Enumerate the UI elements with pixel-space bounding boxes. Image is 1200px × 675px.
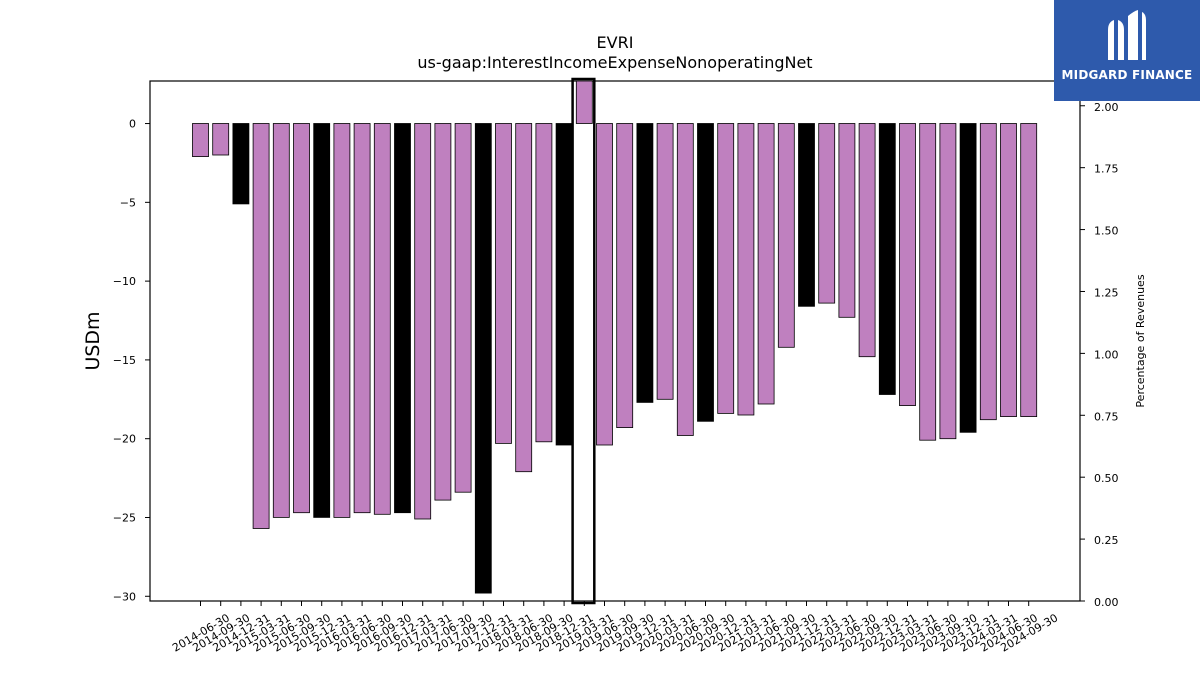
bar-2020-12-31 [717,123,735,414]
bar-2023-12-31 [959,123,977,433]
bar-2021-09-30 [777,123,795,348]
brand-logo: MIDGARD FINANCE [1054,0,1200,101]
bar-2022-12-31 [878,123,896,395]
bar-2023-03-31 [899,123,916,407]
logo-mark-icon [1108,10,1146,60]
bar-2019-06-30 [596,123,613,446]
y-axis-label: USDm [82,311,104,370]
bar-2019-03-31 [575,80,593,124]
bar-2014-12-31 [232,123,250,205]
bar-2016-06-30 [353,123,371,514]
highlight-box [571,77,596,605]
y2-tick-label: 0.75 [1094,410,1119,423]
bar-2015-09-30 [293,123,310,514]
y-tick-label: −10 [113,275,136,288]
bar-2018-12-31 [555,123,573,446]
y2-tick-label: 1.75 [1094,163,1119,176]
y-tick-label: −20 [113,433,136,446]
bar-2022-06-30 [838,123,856,318]
bar-2015-06-30 [272,123,290,518]
x-axis: 2014-06-302014-09-302014-12-312015-03-31… [170,601,1060,655]
bar-2015-03-31 [252,123,270,529]
y-axis-right: 0.00 0.25 0.50 0.75 1.00 1.25 1.50 1.75 2.00 [1080,101,1119,609]
bar-2019-12-31 [636,123,654,403]
chart-title: EVRI [597,33,634,52]
y-tick-label: −30 [113,590,136,603]
y2-tick-label: 0.25 [1094,534,1119,547]
bar-2017-12-31 [474,123,492,594]
y-tick-label: −5 [120,196,136,209]
bar-2024-06-30 [1000,123,1017,418]
bar-2020-09-30 [697,123,714,422]
bar-2024-03-31 [979,123,997,421]
bar-2021-03-31 [737,123,755,416]
bar-2016-03-31 [333,123,351,518]
bar-2024-09-30 [1020,123,1038,418]
bar-2015-12-31 [313,123,331,518]
bar-2018-09-30 [535,123,553,443]
bar-2017-09-30 [454,123,472,493]
y2-tick-label: 2.00 [1094,101,1119,114]
y2-tick-label: 1.50 [1094,225,1119,238]
chart-subtitle: us-gaap:InterestIncomeExpenseNonoperatin… [417,53,812,72]
bars [192,80,1038,594]
y2-tick-label: 1.25 [1094,286,1119,299]
bar-2022-03-31 [818,123,836,304]
bar-2016-09-30 [373,123,391,515]
bar-2014-09-30 [212,123,230,156]
bar-2020-06-30 [676,123,694,436]
bar-2018-06-30 [515,123,533,473]
bar-2021-06-30 [757,123,775,405]
bar-2021-12-31 [798,123,815,307]
y2-axis-label: Percentage of Revenues [1134,274,1147,407]
bar-2017-06-30 [434,123,452,501]
bar-2019-09-30 [616,123,634,429]
highlight-frame [571,77,596,605]
y-tick-label: −15 [113,354,136,367]
bar-2022-09-30 [858,123,876,358]
logo-text: MIDGARD FINANCE [1061,68,1193,82]
plot-frame [149,80,1081,602]
y2-tick-label: 0.50 [1094,472,1119,485]
y-axis-left: 0 −5 −10 −15 −20 −25 −30 [113,118,150,603]
bar-2018-03-31 [495,123,512,444]
y2-tick-label: 0.00 [1094,596,1119,609]
chart-titles: EVRI us-gaap:InterestIncomeExpenseNonope… [417,33,812,72]
y-tick-label: 0 [129,118,136,131]
bar-2016-12-31 [394,123,411,514]
bar-2014-06-30 [192,123,209,157]
bar-2020-03-31 [656,123,674,400]
bar-2023-09-30 [939,123,957,440]
bar-2017-03-31 [414,123,432,520]
y-tick-label: −25 [113,511,136,524]
bar-2023-06-30 [919,123,937,441]
y2-tick-label: 1.00 [1094,348,1119,361]
